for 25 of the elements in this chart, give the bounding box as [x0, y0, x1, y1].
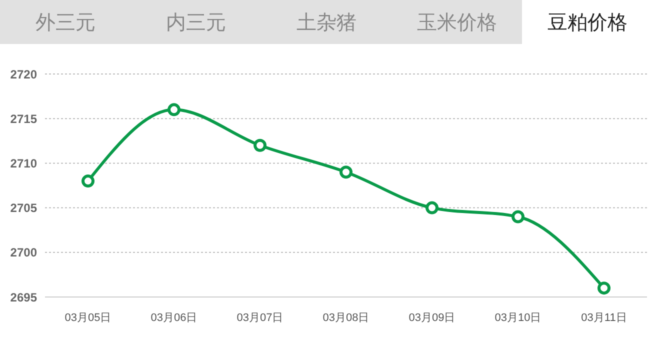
x-tick-label: 03月06日: [150, 312, 198, 324]
text: 玉米价格: [392, 0, 522, 44]
y-tick-label: 2720: [10, 67, 38, 82]
y-tick-label: 2705: [10, 201, 38, 216]
x-tick-label: 03月08日: [322, 312, 370, 324]
chart-title: 豆粕价格: [522, 0, 653, 44]
point: [168, 103, 180, 116]
text: 外三元: [0, 0, 131, 44]
text: 内三元: [130, 0, 262, 44]
point: [512, 210, 524, 224]
y-tick-label: 2700: [10, 246, 38, 260]
point: [340, 166, 352, 179]
x-tick-label: 03月05日: [64, 312, 112, 324]
point: [82, 174, 94, 188]
y-tick-label: 2710: [10, 156, 38, 170]
x-tick-label: 03月11日: [581, 312, 627, 324]
text: 土杂猪: [261, 0, 392, 44]
y-tick-label: 2715: [10, 112, 38, 126]
x-tick-label: 03月10日: [494, 312, 542, 324]
x-tick-label: 03月07日: [236, 312, 284, 324]
point: [598, 282, 610, 295]
y-tick-label: 2695: [10, 290, 38, 304]
x-tick-label: 03月09日: [408, 312, 456, 324]
point: [254, 138, 266, 152]
point: [426, 201, 438, 214]
